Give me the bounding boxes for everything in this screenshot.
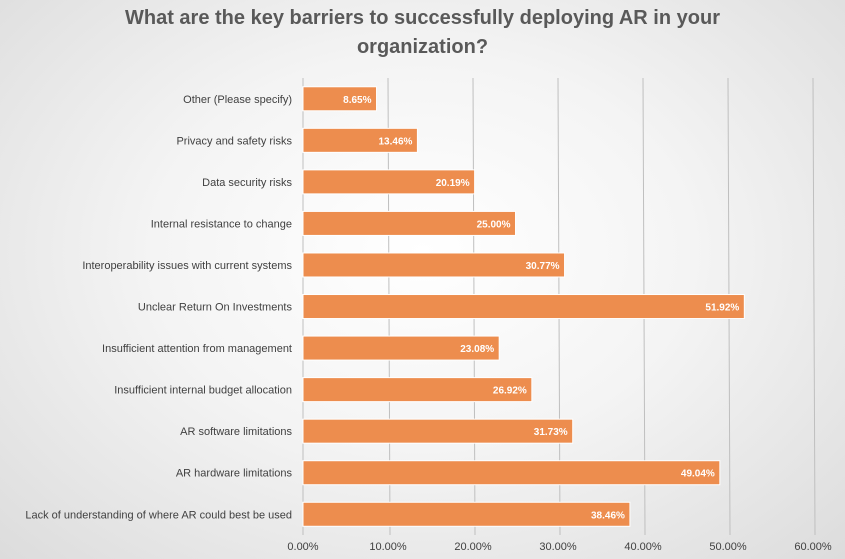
data-label: 13.46% [378,136,412,147]
category-label: AR hardware limitations [176,468,293,480]
category-label: AR software limitations [180,426,292,438]
bar [302,252,566,278]
bar [302,169,476,195]
category-label: Insufficient internal budget allocation [114,385,292,397]
data-label: 8.65% [343,95,371,106]
data-label: 20.19% [436,178,470,189]
gridline [812,77,816,536]
bar [302,294,745,320]
x-tick-label: 0.00% [287,541,318,553]
chart-title: What are the key barriers to successfull… [125,7,720,58]
category-label: Internal resistance to change [151,218,292,230]
category-label: Unclear Return On Investments [138,302,293,314]
data-label: 38.46% [591,510,625,521]
bar [302,501,631,527]
data-label: 26.92% [493,386,527,397]
bar [302,127,418,153]
x-tick-label: 40.00% [624,541,662,553]
x-tick-label: 20.00% [454,541,492,553]
x-tick-label: 10.00% [369,541,407,553]
category-label: Privacy and safety risks [176,135,292,147]
data-label: 31.73% [534,427,568,438]
category-label: Insufficient attention from management [102,343,292,355]
data-label: 51.92% [705,303,739,314]
x-tick-label: 50.00% [709,541,747,553]
category-label: Data security risks [202,177,292,189]
data-label: 49.04% [681,469,715,480]
bar [302,460,721,486]
bar [302,418,574,444]
data-label: 30.77% [526,261,560,272]
bar [302,210,516,236]
category-label: Other (Please specify) [183,94,292,106]
category-label: Interoperability issues with current sys… [82,260,292,272]
data-label: 25.00% [477,219,511,230]
data-label: 23.08% [460,344,494,355]
x-tick-label: 60.00% [794,541,832,553]
x-tick-label: 30.00% [539,541,577,553]
category-label: Lack of understanding of where AR could … [25,509,292,521]
bar [302,377,533,403]
bar [302,335,500,361]
bar [302,86,378,112]
